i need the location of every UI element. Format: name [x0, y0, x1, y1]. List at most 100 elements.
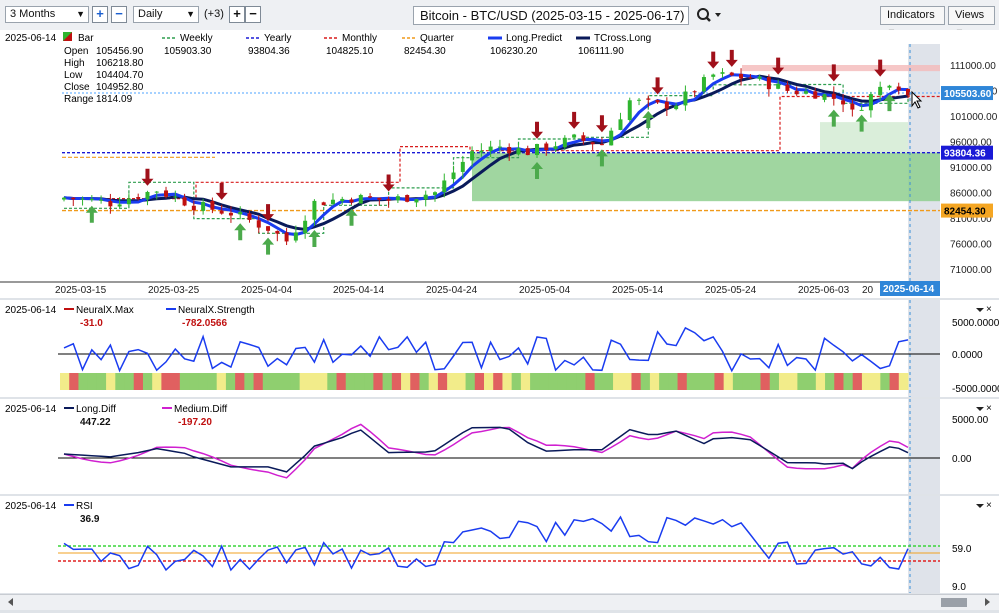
views-menu[interactable]: Views ▼: [948, 6, 995, 37]
zoom-out-button[interactable]: −: [111, 6, 127, 23]
indicators-label: Indicators: [887, 9, 935, 21]
search-button[interactable]: [694, 5, 724, 25]
sell-arrow-icon: [707, 51, 720, 69]
interval-select[interactable]: Daily ▼: [133, 6, 199, 23]
yearly-badge: 93804.36: [944, 149, 986, 160]
candle-body: [794, 90, 799, 95]
legend-value: -782.0566: [182, 318, 227, 329]
axis-bg: [940, 496, 999, 593]
scroll-left-icon[interactable]: [8, 598, 13, 606]
remove-interval-button[interactable]: −: [245, 6, 261, 23]
legend-value: -197.20: [178, 417, 212, 428]
rsi-panel[interactable]: 59.0 9.0 × 2025-06-14 RSI 36.9: [0, 496, 999, 593]
candle-body: [627, 100, 632, 121]
bar-legend-label: Bar: [78, 33, 94, 44]
neural-max-cell: [124, 373, 135, 390]
indicators-menu[interactable]: Indicators ▼: [880, 6, 945, 37]
support-zone: [472, 152, 940, 202]
ohlc-value: 105456.90: [96, 46, 144, 57]
price-axis-tick: 101000.00: [950, 112, 998, 123]
views-label: Views: [955, 9, 985, 21]
candle-body: [859, 109, 864, 111]
diff-chart[interactable]: 5000.00 0.00 × 2025-06-14 Long.Diff 447.22 M…: [0, 399, 999, 494]
neural-panel[interactable]: 5000.0000 0.0000 -5000.0000 × 2025-06-14 Ne…: [0, 300, 999, 397]
axis-tick: 5000.00: [952, 415, 989, 426]
panel-menu-icon: [976, 504, 984, 508]
candle-body: [599, 144, 604, 146]
legend-value: -31.0: [80, 318, 103, 329]
neural-max-cell: [198, 373, 208, 390]
candle-body: [757, 76, 762, 79]
neural-max-cell: [354, 373, 365, 390]
neural-max-cell: [622, 373, 632, 390]
horizontal-scrollbar[interactable]: [0, 594, 999, 610]
candle-body: [896, 86, 901, 91]
x-axis-tick: 2025-04-04: [241, 285, 293, 296]
candle-body: [451, 172, 456, 180]
neural-max-cell: [364, 373, 374, 390]
price-panel[interactable]: 111000.00106000.00101000.0096000.0091000…: [0, 30, 999, 298]
legend-value: 93804.36: [248, 46, 290, 57]
neural-max-cell: [815, 373, 826, 390]
neural-max-cell: [308, 373, 319, 390]
x-axis-tick: 2025-03-25: [148, 285, 200, 296]
candle-body: [145, 191, 150, 200]
neural-max-cell: [668, 373, 679, 390]
price-axis-tick: 76000.00: [950, 240, 992, 251]
candle-body: [803, 91, 808, 94]
neural-max-cell: [852, 373, 863, 390]
candle-body: [293, 232, 298, 241]
neural-max-cell: [401, 373, 411, 390]
candle-body: [117, 204, 122, 207]
price-axis-tick: 91000.00: [950, 163, 992, 174]
neural-max-cell: [640, 373, 651, 390]
scroll-thumb[interactable]: [941, 598, 967, 607]
price-chart[interactable]: 111000.00106000.00101000.0096000.0091000…: [0, 30, 999, 298]
scroll-right-icon[interactable]: [985, 598, 990, 606]
legend-name: NeuralX.Max: [76, 305, 134, 316]
neural-date: 2025-06-14: [5, 305, 57, 316]
candle-body: [572, 134, 577, 138]
add-interval-button[interactable]: +: [229, 6, 245, 23]
ohlc-value: 1814.09: [96, 94, 133, 105]
sell-arrow-icon: [725, 49, 738, 67]
search-icon: [697, 8, 721, 22]
candle-body: [182, 197, 187, 206]
buy-arrow-icon: [827, 109, 840, 127]
zoom-in-button[interactable]: +: [92, 6, 108, 23]
candle-body: [906, 89, 910, 96]
legend-name: Monthly: [342, 33, 377, 44]
rsi-chart[interactable]: 59.0 9.0 × 2025-06-14 RSI 36.9: [0, 496, 999, 593]
instrument-title[interactable]: Bitcoin - BTC/USD (2025-03-15 - 2025-06-…: [413, 6, 689, 25]
interval-value: Daily: [138, 8, 163, 20]
neural-max-cell: [78, 373, 89, 390]
quarter-badge-bg: [941, 203, 993, 218]
neural-max-cell: [502, 373, 513, 390]
neural-max-cell: [345, 373, 356, 390]
candle-body: [191, 205, 196, 211]
candle-body: [711, 74, 716, 77]
neural-max-cell: [272, 373, 282, 390]
neural-max-cell: [87, 373, 98, 390]
neural-max-cell: [898, 373, 909, 390]
neural-max-cell: [410, 373, 420, 390]
candle-body: [201, 202, 206, 211]
neural-max-cell: [447, 373, 457, 390]
period-select[interactable]: 3 Months ▼: [5, 6, 89, 23]
neural-max-cell: [225, 373, 236, 390]
sell-arrow-icon: [568, 111, 581, 129]
buy-arrow-icon: [531, 161, 544, 179]
neural-max-cell: [152, 373, 162, 390]
neural-chart[interactable]: 5000.0000 0.0000 -5000.0000 × 2025-06-14 Ne…: [0, 300, 999, 397]
sell-arrow-icon: [772, 57, 785, 75]
candle-body: [497, 146, 502, 148]
neural-max-cell: [465, 373, 476, 390]
diff-panel[interactable]: 5000.00 0.00 × 2025-06-14 Long.Diff 447.22 M…: [0, 399, 999, 494]
legend-name: Quarter: [420, 33, 455, 44]
price-axis-tick: 96000.00: [950, 138, 992, 149]
quarter-badge: 82454.30: [944, 207, 986, 218]
medium-diff-line: [63, 423, 909, 479]
sell-arrow-icon: [651, 77, 664, 95]
candle-body: [887, 85, 892, 88]
axis-tick: 9.0: [952, 582, 966, 593]
